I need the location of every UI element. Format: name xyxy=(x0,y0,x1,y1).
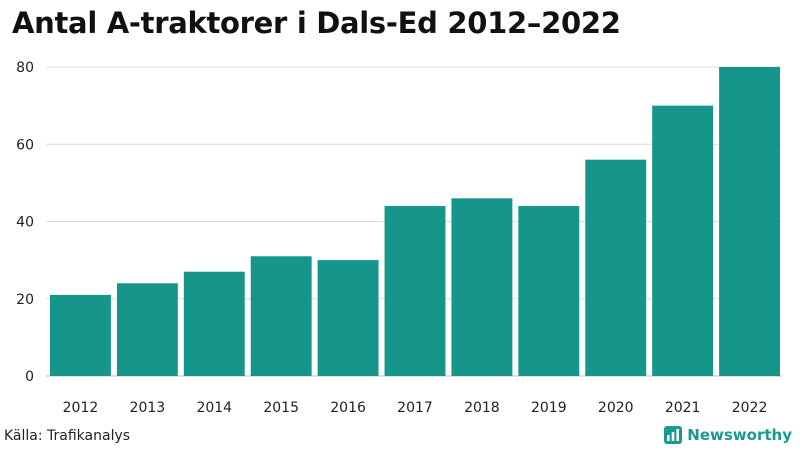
x-tick-label: 2015 xyxy=(263,400,299,416)
x-tick-label: 2018 xyxy=(464,400,500,416)
bar xyxy=(50,294,111,376)
x-tick-label: 2014 xyxy=(196,400,232,416)
bar xyxy=(317,260,379,376)
bar xyxy=(451,198,513,376)
x-tick-label: 2016 xyxy=(330,400,366,416)
x-tick-label: 2012 xyxy=(63,400,99,416)
bar-chart: 0 20 40 60 80 2012 2013 2014 2015 2016 2017 2018 201… xyxy=(16,60,782,416)
x-tick-label: 2019 xyxy=(531,400,567,416)
y-tick-label: 60 xyxy=(16,137,34,153)
y-tick-label: 40 xyxy=(16,215,34,231)
x-tick-label: 2017 xyxy=(397,400,433,416)
x-tick-label: 2013 xyxy=(130,400,166,416)
x-tick-label: 2020 xyxy=(598,400,634,416)
x-tick-label: 2022 xyxy=(732,400,768,416)
source-note: Källa: Trafikanalys xyxy=(4,428,131,444)
newsworthy-logo-icon xyxy=(664,426,683,444)
bar xyxy=(384,206,446,376)
brand-name: Newsworthy xyxy=(687,426,792,444)
bar xyxy=(719,67,780,376)
bar xyxy=(183,271,245,376)
y-tick-label: 80 xyxy=(16,60,34,76)
bar xyxy=(652,105,714,376)
y-tick-label: 0 xyxy=(25,369,34,385)
bar xyxy=(585,159,647,376)
x-tick-label: 2021 xyxy=(665,400,701,416)
brand-logo: Newsworthy xyxy=(664,426,792,444)
bar xyxy=(116,283,178,376)
y-tick-label: 20 xyxy=(16,292,34,308)
bar xyxy=(250,256,312,376)
bar xyxy=(518,206,580,376)
chart-title: Antal A-traktorer i Dals-Ed 2012–2022 xyxy=(12,6,621,40)
